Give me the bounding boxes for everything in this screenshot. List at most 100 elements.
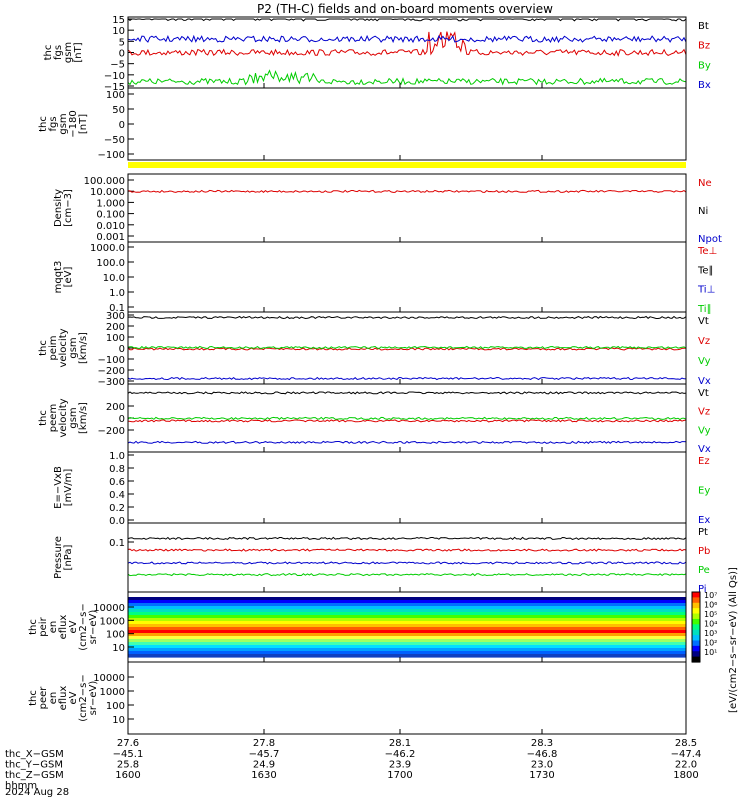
legend-ez: Ez <box>698 456 710 467</box>
ytick-label: −5 <box>110 60 125 71</box>
xrow-label: thc_Y−GSM <box>5 760 63 771</box>
ytick-label: 10000 <box>93 673 125 684</box>
legend-pi: Pi <box>698 584 707 595</box>
x-axis: 27.6 27.8 28.1 28.3 28.5 thc_X−GSM −45.1 −45.7 −… <box>5 738 701 798</box>
ytick-label: 0 <box>119 414 125 425</box>
spectrogram-band <box>128 651 686 655</box>
ylabel-line: velocity <box>58 328 69 367</box>
ytick-label: 0 <box>119 49 125 60</box>
ytick-label: 0 <box>119 344 125 355</box>
ytick-label: 100.000 <box>84 176 125 187</box>
ylabel-line: [nPa] <box>63 544 74 570</box>
legend-bx: Bx <box>698 80 711 91</box>
spectrogram-band <box>128 654 686 658</box>
xrow-label: thc_X−GSM <box>5 749 64 760</box>
ylabel-line: fgs <box>48 116 59 131</box>
legend-vx: Vx <box>698 444 711 455</box>
ytick-label: −300 <box>98 377 125 388</box>
spectrogram-band <box>128 606 686 610</box>
legend-te∥: Te∥ <box>697 265 714 276</box>
xrow-value: −47.4 <box>671 749 702 760</box>
ylabel-line: [nT] <box>73 42 84 62</box>
ytick-label: 50 <box>112 105 125 116</box>
panel-11: 10000 1000 100 10 thc peer en eflux eV (cm2−s− sr−… <box>28 661 687 735</box>
ytick-label: 1.0 <box>109 451 125 462</box>
colorbar-tick: 10⁶ <box>704 601 717 610</box>
ytick-label: 0.4 <box>109 490 125 501</box>
series-vx <box>127 440 687 444</box>
xtick-label: 27.8 <box>253 738 275 749</box>
ylabel-line: eV <box>68 620 79 633</box>
series-vt <box>127 315 687 320</box>
panel-frame <box>127 522 687 593</box>
series-pe <box>127 572 687 577</box>
ytick-label: 0.100 <box>96 210 125 221</box>
spectrogram-band <box>128 633 686 637</box>
ytick-label: 0.8 <box>109 464 125 475</box>
ytick-label: 10.0 <box>103 273 125 284</box>
series-vt <box>127 391 687 395</box>
panel-frame <box>127 173 687 243</box>
xrow-value: −45.1 <box>113 749 144 760</box>
ylabel-line: gsm <box>63 42 74 63</box>
ylabel-line: peim <box>48 335 59 360</box>
spectrogram-band <box>128 630 686 634</box>
ytick-label: 1000 <box>100 687 125 698</box>
spectrogram-band <box>128 645 686 649</box>
ylabel-line: peem <box>48 404 59 432</box>
spectrogram-band <box>128 648 686 652</box>
ytick-label: 1.0 <box>109 288 125 299</box>
xrow-value: −46.2 <box>385 749 416 760</box>
ytick-label: −100 <box>98 150 125 161</box>
ylabel-line: eflux <box>58 615 69 640</box>
spectrogram-band <box>128 618 686 622</box>
ylabel-line: gsm <box>68 407 79 428</box>
spectrogram-band <box>128 627 686 631</box>
legend-vt: Vt <box>698 388 709 399</box>
ylabel-line: gsm <box>68 337 79 358</box>
legend-vz: Vz <box>698 336 710 347</box>
ytick-label: −100 <box>98 355 125 366</box>
ylabel-line: Pressure <box>53 536 64 579</box>
panel-10: 10000 1000 100 10 thc peir en eflux eV (cm2−s− sr−… <box>28 591 687 663</box>
legend-te⊥: Te⊥ <box>697 246 717 257</box>
ylabel-line: sr−eV) <box>88 681 99 716</box>
ytick-label: 1.000 <box>96 198 125 209</box>
spectrogram-band <box>128 639 686 643</box>
panel-frame <box>127 451 687 524</box>
ytick-label: −10 <box>104 71 125 82</box>
spectrogram-band <box>128 642 686 646</box>
colorbar-label: [eV/(cm2−s−sr−eV) (All Qs)] <box>728 567 739 713</box>
series-bt <box>127 18 687 22</box>
ytick-label: 0.6 <box>109 477 125 488</box>
legend-ti∥: Ti∥ <box>697 304 712 315</box>
ylabel-line: E=−VxB <box>53 466 64 509</box>
xrow-value: 22.0 <box>675 760 697 771</box>
xtick-label: 28.5 <box>675 738 697 749</box>
ylabel-line: −180 <box>68 110 79 137</box>
legend-pt: Pt <box>698 527 708 538</box>
ytick-label: −200 <box>98 426 125 437</box>
ytick-label: −15 <box>104 82 125 93</box>
ytick-label: 10 <box>112 643 125 654</box>
series-ne <box>127 189 687 193</box>
ytick-label: 1000.0 <box>90 243 125 254</box>
ytick-label: 100 <box>106 90 125 101</box>
series-bx <box>127 34 687 44</box>
ytick-label: 10000 <box>93 603 125 614</box>
ytick-label: 1000 <box>100 616 125 627</box>
ylabel-line: (cm2−s− <box>78 603 89 650</box>
ytick-label: 200 <box>106 322 125 333</box>
ylabel-line: eflux <box>58 686 69 711</box>
xrow-value: 24.9 <box>253 760 275 771</box>
ytick-label: 100 <box>106 701 125 712</box>
series-vy <box>127 345 687 350</box>
ytick-label: −200 <box>98 366 125 377</box>
spectrogram-band <box>128 612 686 616</box>
ytick-label: 5 <box>119 37 125 48</box>
legend-pe: Pe <box>698 565 710 576</box>
panel-9: 0.1 Pressure [nPa] Pt Pb Pe Pi <box>53 522 710 595</box>
ylabel-line: eV <box>68 691 79 704</box>
